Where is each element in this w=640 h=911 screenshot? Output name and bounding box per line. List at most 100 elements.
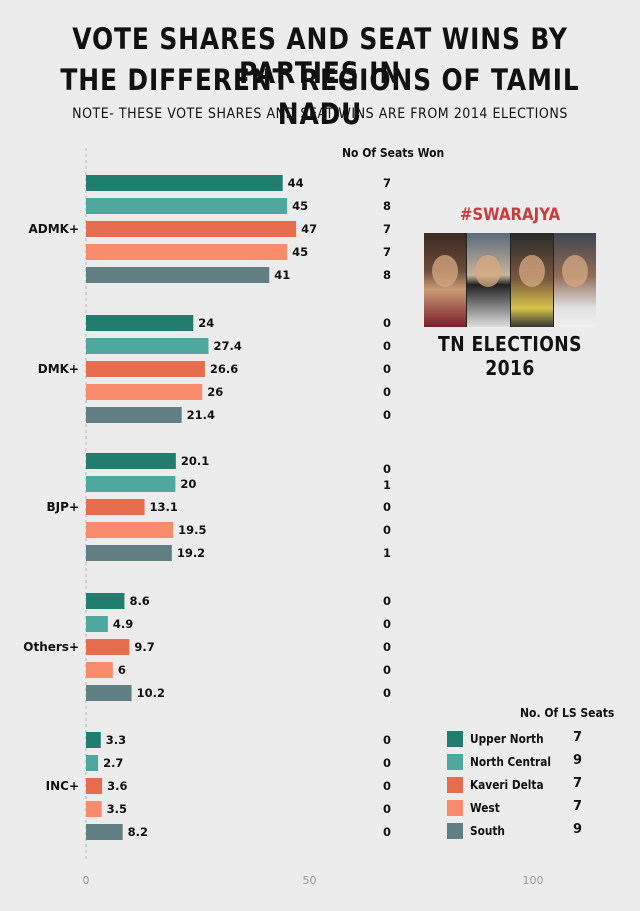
bar [86,616,108,632]
seats-won-value: 0 [383,462,391,476]
seats-won-value: 8 [383,199,391,213]
bar [86,545,172,561]
chart-title-line-2: THE DIFFERENT REGIONS OF TAMIL NADU [60,63,580,131]
swarajya-brand: #SWARAJYA [459,205,561,225]
category-label: INC+ [46,779,79,793]
seats-won-value: 7 [383,176,391,190]
seats-won-value: 1 [383,478,391,492]
seats-won-value: 0 [383,316,391,330]
x-tick-label: 50 [303,874,317,887]
bar-value-label: 44 [288,176,304,190]
bar-value-label: 24 [198,316,214,330]
legend-label: Upper North [470,732,544,746]
category-label: ADMK+ [28,222,79,236]
seats-won-value: 0 [383,779,391,793]
bar-value-label: 41 [274,268,290,282]
bar-value-label: 6 [118,663,126,677]
bar-value-label: 8.2 [128,825,148,839]
bar-value-label: 10.2 [137,686,165,700]
bar-value-label: 47 [301,222,317,236]
bar-value-label: 9.7 [134,640,154,654]
bar [86,315,194,331]
legend-swatch [447,823,463,839]
seats-won-value: 0 [383,339,391,353]
bar-value-label: 45 [292,199,308,213]
seats-won-value: 8 [383,268,391,282]
bar-value-label: 8.6 [129,594,149,608]
bar-value-label: 3.3 [106,733,126,747]
bar [86,267,270,283]
portrait-photo [553,233,596,327]
seats-won-value: 0 [383,594,391,608]
bar [86,453,176,469]
legend-swatch [447,731,463,747]
legend-label: North Central [470,755,551,769]
legend-swatch [447,800,463,816]
bar [86,801,102,817]
bar-value-label: 19.5 [178,523,206,537]
seats-won-value: 0 [383,686,391,700]
bar-value-label: 21.4 [187,408,215,422]
bar [86,732,101,748]
bar [86,384,203,400]
bar [86,361,205,377]
bar [86,685,132,701]
chart-note: NOTE- THESE VOTE SHARES AND SEAT WINS AR… [72,106,568,122]
seats-won-value: 7 [383,245,391,259]
tn-elections-badge: TN ELECTIONS 2016 [438,332,582,380]
seats-won-value: 0 [383,756,391,770]
portrait-photo [424,233,468,327]
bar [86,499,145,515]
legend-label: West [470,801,500,815]
bar-value-label: 3.5 [107,802,127,816]
bar-value-label: 20 [180,477,196,491]
seats-won-value: 0 [383,362,391,376]
portrait-photo [510,233,554,327]
ls-seats-header: No. Of LS Seats [520,706,615,720]
seats-won-value: 1 [383,546,391,560]
seats-won-value: 0 [383,825,391,839]
bar [86,338,209,354]
bar [86,824,123,840]
bar-value-label: 26 [207,385,223,399]
x-tick-label: 100 [523,874,544,887]
seats-won-value: 0 [383,408,391,422]
bar-value-label: 4.9 [113,617,133,631]
category-label: Others+ [23,640,79,654]
bar [86,244,288,260]
bar-value-label: 2.7 [103,756,123,770]
x-tick-label: 0 [83,874,90,887]
legend-swatch [447,754,463,770]
legend-swatch [447,777,463,793]
bar [86,221,297,237]
bar-value-label: 20.1 [181,454,209,468]
bar [86,407,182,423]
seats-won-value: 0 [383,385,391,399]
category-label: BJP+ [47,500,79,514]
bar [86,662,113,678]
seats-won-value: 0 [383,500,391,514]
leader-portraits [424,233,596,327]
bar [86,198,288,214]
bar [86,175,283,191]
seats-won-value: 0 [383,802,391,816]
seats-won-header: No Of Seats Won [342,146,445,160]
bar-value-label: 3.6 [107,779,127,793]
bar-value-label: 19.2 [177,546,205,560]
seats-won-value: 0 [383,640,391,654]
chart-title-line-1: VOTE SHARES AND SEAT WINS BY PARTIES IN [72,22,568,90]
legend-ls-seats: 9 [573,822,583,837]
bar [86,476,176,492]
bar-value-label: 45 [292,245,308,259]
legend-label: South [470,824,505,838]
bar-value-label: 26.6 [210,362,238,376]
bar-value-label: 27.4 [213,339,241,353]
bar [86,778,103,794]
legend-label: Kaveri Delta [470,778,544,792]
seats-won-value: 0 [383,523,391,537]
legend-ls-seats: 7 [573,730,583,745]
legend-ls-seats: 7 [573,799,583,814]
seats-won-value: 7 [383,222,391,236]
bar [86,755,99,771]
